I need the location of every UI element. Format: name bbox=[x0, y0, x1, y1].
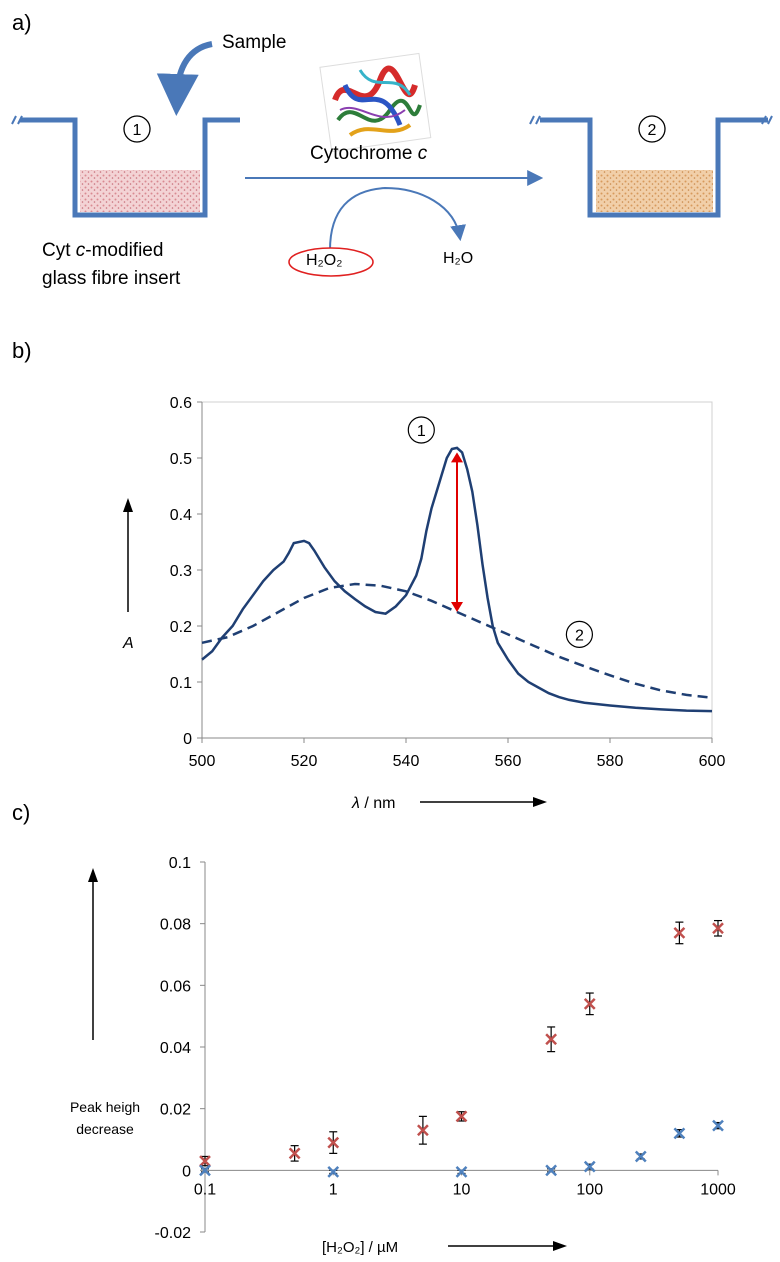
x-axis-label: [H₂O₂] / µM bbox=[322, 1239, 398, 1256]
peak-arrow-head-bottom bbox=[451, 602, 463, 612]
y-tick-label: 0.04 bbox=[160, 1040, 191, 1057]
reactant-label: H₂O₂ bbox=[306, 252, 343, 269]
x-axis-arrowhead bbox=[533, 797, 547, 807]
x-tick-label: 10 bbox=[453, 1181, 471, 1198]
x-marker bbox=[327, 1136, 340, 1149]
data-point bbox=[327, 1131, 340, 1154]
x-marker bbox=[455, 1165, 468, 1178]
data-point bbox=[417, 1115, 429, 1145]
sample-label: Sample bbox=[222, 32, 287, 53]
panel-label-c: c) bbox=[12, 800, 31, 825]
x-tick-label: 520 bbox=[291, 753, 318, 770]
x-tick-label: 1000 bbox=[700, 1181, 736, 1198]
data-point bbox=[712, 1119, 724, 1132]
x-marker bbox=[673, 1127, 686, 1140]
x-marker bbox=[199, 1164, 211, 1177]
y-tick-label: 0.1 bbox=[170, 675, 192, 692]
y-tick-label: 0.02 bbox=[160, 1102, 191, 1119]
y-tick-label: 0.2 bbox=[170, 619, 192, 636]
x-marker bbox=[583, 997, 596, 1010]
series-1-marker bbox=[407, 416, 435, 444]
x-tick-label: 540 bbox=[393, 753, 420, 770]
y-axis-label-line2: decrease bbox=[76, 1121, 134, 1137]
x-tick-label: 500 bbox=[189, 753, 216, 770]
peak-arrow-head-top bbox=[451, 452, 463, 463]
y-tick-label: 0.5 bbox=[170, 451, 192, 468]
x-axis-arrowhead bbox=[553, 1241, 567, 1251]
data-point bbox=[673, 921, 686, 945]
x-marker bbox=[583, 1160, 596, 1173]
cytochrome-c-structure-image bbox=[319, 52, 432, 153]
scheme-diagram: 1 2 bbox=[11, 41, 773, 277]
panel-label-a: a) bbox=[12, 10, 32, 35]
well-2 bbox=[529, 115, 773, 218]
x-tick-label: 0.1 bbox=[194, 1181, 216, 1198]
x-marker bbox=[327, 1165, 340, 1178]
y-axis-label: A bbox=[122, 635, 134, 652]
y-tick-label: 0.1 bbox=[169, 855, 191, 872]
data-point bbox=[455, 1165, 468, 1178]
y-tick-label: -0.02 bbox=[155, 1225, 192, 1242]
data-point bbox=[583, 992, 596, 1016]
x-tick-label: 580 bbox=[597, 753, 624, 770]
y-axis-arrowhead bbox=[123, 498, 133, 512]
reactant-ring bbox=[288, 247, 374, 277]
data-point bbox=[545, 1164, 558, 1177]
data-point bbox=[673, 1127, 686, 1140]
insert-label: Cyt c-modified glass fibre insert bbox=[42, 240, 181, 289]
well-1-marker-label: 1 bbox=[133, 122, 142, 139]
y-tick-label: 0.3 bbox=[170, 563, 192, 580]
y-axis-arrowhead bbox=[88, 868, 98, 882]
data-point bbox=[583, 1160, 596, 1173]
x-marker bbox=[417, 1124, 429, 1137]
x-marker bbox=[634, 1150, 647, 1163]
dose-response-chart: -0.02 0 0.02 0.04 0.06 0.08 0.1 0.1 1 10 100 1000 Pe… bbox=[70, 855, 736, 1256]
data-point bbox=[327, 1165, 340, 1178]
data-point bbox=[634, 1150, 647, 1163]
series-1-marker-label: 1 bbox=[417, 423, 426, 440]
series-2-marker bbox=[565, 620, 594, 648]
y-tick-label: 0 bbox=[182, 1163, 191, 1180]
y-tick-label: 0.08 bbox=[160, 917, 191, 934]
conversion-arrow bbox=[329, 186, 466, 251]
x-marker bbox=[288, 1147, 301, 1160]
x-marker bbox=[545, 1033, 558, 1046]
spectrum-line-1 bbox=[201, 446, 713, 713]
spectrum-chart: 0 0.1 0.2 0.3 0.4 0.5 0.6 500 520 540 560 580 600 1 2 A… bbox=[122, 395, 726, 812]
x-marker bbox=[545, 1164, 558, 1177]
series-2-marker-label: 2 bbox=[575, 627, 584, 644]
data-point bbox=[455, 1110, 468, 1123]
data-point bbox=[199, 1155, 211, 1167]
well-2-marker bbox=[638, 115, 666, 143]
x-tick-label: 600 bbox=[699, 753, 726, 770]
y-tick-label: 0.4 bbox=[170, 507, 192, 524]
x-tick-label: 560 bbox=[495, 753, 522, 770]
x-tick-label: 1 bbox=[329, 1181, 338, 1198]
x-tick-label: 100 bbox=[576, 1181, 603, 1198]
data-point bbox=[199, 1164, 211, 1177]
x-marker bbox=[455, 1110, 468, 1123]
well-1 bbox=[11, 115, 240, 218]
well-2-marker-label: 2 bbox=[648, 122, 657, 139]
glass-fibre-insert-2 bbox=[596, 170, 713, 212]
data-point bbox=[288, 1145, 301, 1162]
x-marker bbox=[712, 922, 724, 935]
y-tick-label: 0.06 bbox=[160, 978, 191, 995]
well-1-marker bbox=[123, 115, 151, 143]
sample-arrow bbox=[156, 41, 213, 116]
data-point bbox=[545, 1026, 558, 1053]
data-point bbox=[712, 919, 724, 937]
x-marker bbox=[712, 1119, 724, 1132]
x-axis-label: λ / nm bbox=[351, 795, 395, 812]
x-marker bbox=[673, 927, 686, 939]
product-label: H₂O bbox=[443, 250, 474, 267]
y-axis-label-line1: Peak heigh bbox=[70, 1099, 140, 1115]
cytochrome-label: Cytochrome c bbox=[310, 143, 428, 164]
glass-fibre-insert-1 bbox=[80, 170, 200, 212]
x-marker bbox=[199, 1155, 211, 1167]
panel-label-b: b) bbox=[12, 338, 32, 363]
y-tick-label: 0.6 bbox=[170, 395, 192, 412]
y-tick-label: 0 bbox=[183, 731, 192, 748]
